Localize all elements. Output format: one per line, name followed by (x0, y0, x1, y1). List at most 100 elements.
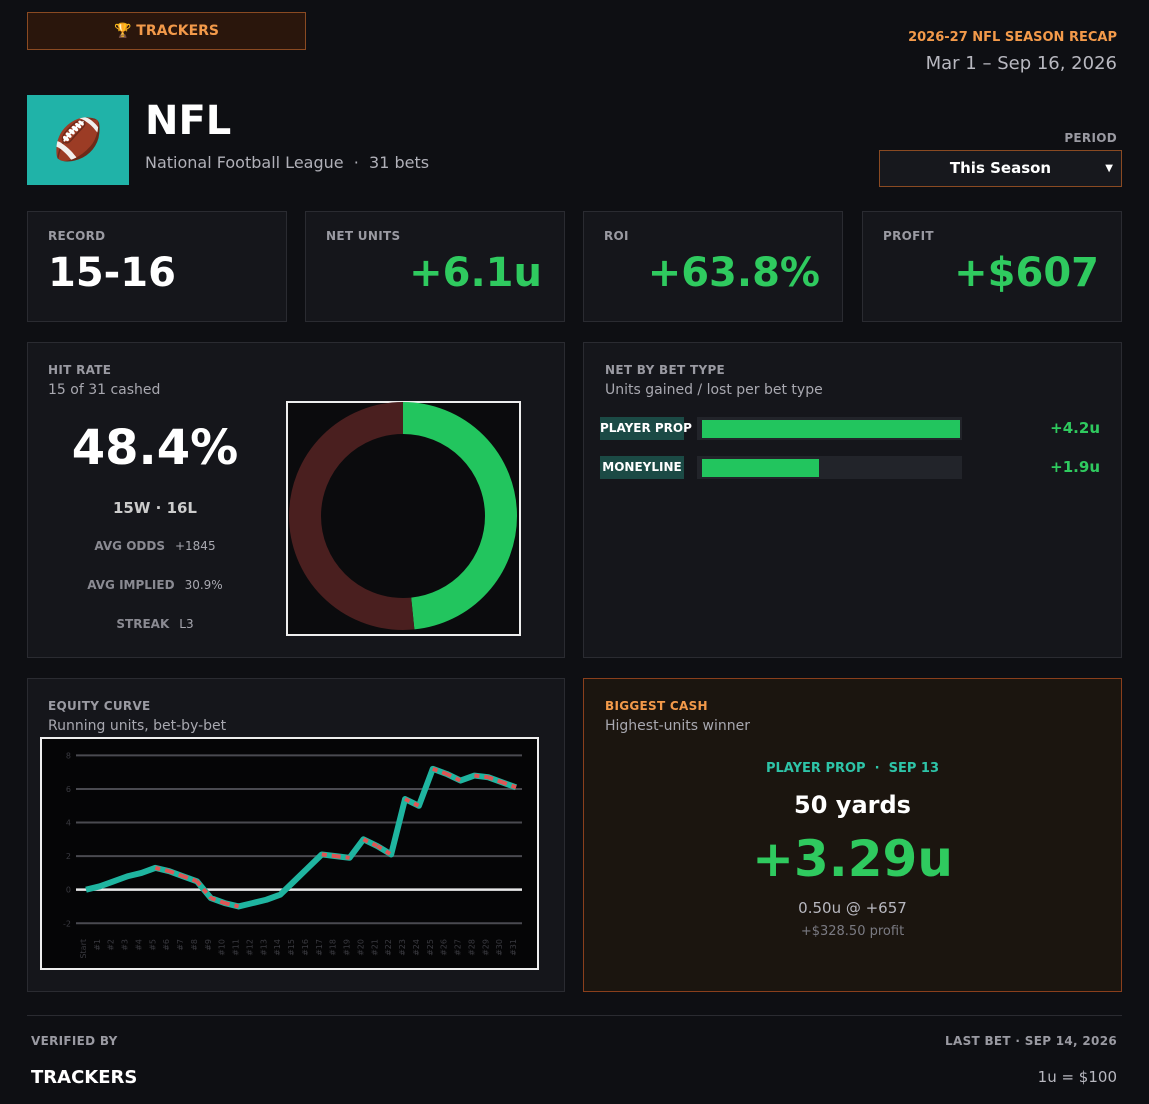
x-tick-label: #24 (412, 939, 421, 956)
x-tick-label: #8 (190, 939, 199, 951)
recap-title: 2026-27 NFL SEASON RECAP (908, 30, 1117, 45)
x-tick-label: #1 (93, 939, 102, 951)
detail-value: L3 (179, 617, 194, 631)
loss-segment (404, 797, 420, 808)
x-tick-label: #7 (176, 939, 185, 951)
x-tick-label: #10 (218, 939, 227, 956)
card-title: BIGGEST CASH (605, 699, 708, 713)
x-tick-label: #25 (426, 939, 435, 956)
loss-segment (362, 837, 379, 848)
loss-segment (224, 901, 240, 909)
x-tick-label: #4 (134, 939, 143, 951)
detail-row: STREAK L3 (48, 617, 262, 631)
verified-by: TRACKERS (31, 1067, 138, 1088)
chart-frame (40, 737, 539, 970)
league-full-name: National Football League (145, 153, 344, 172)
stat-value: +63.8% (647, 250, 820, 296)
x-tick-label: #29 (481, 939, 490, 956)
x-tick-label: #12 (245, 939, 254, 956)
league-meta: National Football League · 31 bets (145, 153, 430, 172)
detail-row: AVG IMPLIED 30.9% (48, 578, 262, 592)
loss-segment (474, 773, 489, 780)
x-tick-label: #18 (329, 939, 338, 956)
wins: 15W (112, 499, 151, 517)
bet-type-card (583, 342, 1122, 658)
y-tick-label: -2 (63, 919, 71, 928)
x-tick-label: #20 (356, 939, 365, 956)
period-value: This Season (949, 159, 1052, 177)
stat-label: RECORD (48, 229, 106, 243)
x-tick-label: #19 (343, 939, 352, 956)
y-tick-label: 8 (66, 751, 71, 760)
bet-type-label: PLAYER PROP (600, 417, 692, 440)
x-tick-label: #17 (315, 939, 324, 956)
loss-segment (321, 852, 336, 859)
stat-label: ROI (604, 229, 629, 243)
badge-text: TRACKERS (136, 23, 220, 39)
stat-card (27, 211, 287, 322)
stat-label: PROFIT (883, 229, 934, 243)
detail-label: AVG IMPLIED (87, 578, 175, 592)
biggest-cash-card (583, 678, 1122, 992)
x-tick-label: #15 (287, 939, 296, 956)
detail-label: STREAK (116, 617, 170, 631)
date-range: Mar 1 – Sep 16, 2026 (925, 53, 1117, 74)
bet-count: 31 bets (369, 153, 430, 172)
x-tick-label: #6 (162, 939, 171, 951)
x-tick-label: #14 (273, 939, 282, 956)
verified-label: VERIFIED BY (31, 1034, 118, 1048)
trackers-badge[interactable]: 🏆 TRACKERS (27, 12, 306, 50)
hit-rate-donut (286, 401, 521, 636)
detail-row: AVG ODDS +1845 (48, 539, 262, 553)
x-tick-label: #16 (301, 939, 310, 956)
loss-segment (501, 780, 517, 790)
unit-size: 1u = $100 (1037, 1068, 1117, 1086)
bet-units: +3.29u (752, 830, 953, 888)
stat-value: +$607 (954, 250, 1099, 296)
card-title: HIT RATE (48, 363, 112, 377)
loss-segment (487, 775, 503, 785)
y-tick-label: 4 (66, 819, 71, 828)
bar (702, 420, 960, 438)
stat-label: NET UNITS (326, 229, 401, 243)
card-subtitle: 15 of 31 cashed (48, 382, 161, 398)
x-tick-label: #2 (107, 939, 116, 951)
loss-segment (168, 869, 184, 879)
detail-label: AVG ODDS (94, 539, 165, 553)
detail-value: 30.9% (184, 578, 223, 592)
period-select[interactable]: This Season ▼ (879, 150, 1122, 187)
loss-segment (182, 874, 198, 884)
y-tick-label: 6 (66, 785, 71, 794)
bet-type-label: MONEYLINE (600, 456, 684, 479)
stat-card (583, 211, 843, 322)
x-tick-label: #28 (467, 939, 476, 956)
bar-value-label: +4.2u (1050, 419, 1100, 437)
x-tick-label: #11 (232, 939, 241, 956)
loss-segment (432, 766, 448, 776)
bar-value-label: +1.9u (1050, 458, 1100, 476)
stat-card (305, 211, 565, 322)
stat-card (862, 211, 1122, 322)
card-title: NET BY BET TYPE (605, 363, 726, 377)
bet-date: SEP 13 (888, 761, 939, 776)
x-tick-label: #5 (148, 939, 157, 951)
league-name: NFL (145, 98, 232, 144)
card-subtitle: Units gained / lost per bet type (605, 382, 823, 398)
x-tick-label: #13 (259, 939, 268, 956)
loss-segment (445, 772, 462, 783)
equity-chart: -2 0 2 4 6 8 Start #1 #2 #3 #4 #5 #6 #7 #8 #9 #10 #11 #12 #… (40, 737, 539, 970)
loss-segment (195, 880, 213, 900)
loss-segment (210, 896, 226, 905)
x-tick-label: #31 (509, 939, 518, 956)
x-tick-label: #27 (454, 939, 463, 956)
last-bet: LAST BET · SEP 14, 2026 (945, 1034, 1117, 1048)
hit-rate: 48.4% (71, 420, 239, 476)
bet-stake: 0.50u @ +657 (798, 899, 907, 917)
stat-value: 15-16 (48, 250, 176, 296)
x-tick-label: #22 (384, 939, 393, 956)
x-tick-label: #23 (398, 939, 407, 956)
bet-name: 50 yards (794, 791, 911, 819)
loss-segment (335, 854, 350, 860)
detail-value: +1845 (174, 539, 216, 553)
